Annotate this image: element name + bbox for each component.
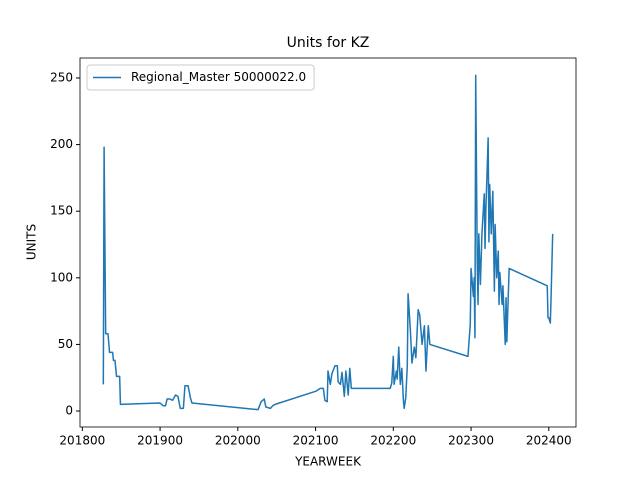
legend-label: Regional_Master 50000022.0 bbox=[131, 70, 306, 84]
y-axis-label: UNITS bbox=[25, 224, 39, 260]
x-tick-label: 201900 bbox=[137, 434, 183, 448]
axes-frame bbox=[79, 57, 577, 428]
y-tick-label: 250 bbox=[50, 70, 73, 84]
series-line bbox=[102, 74, 554, 411]
x-tick-label: 202100 bbox=[293, 434, 339, 448]
x-tick-label: 201800 bbox=[59, 434, 105, 448]
y-tick-label: 150 bbox=[50, 204, 73, 218]
legend bbox=[86, 64, 315, 91]
y-tick-label: 50 bbox=[58, 337, 73, 351]
x-tick-label: 202400 bbox=[526, 434, 572, 448]
chart-title: Units for KZ bbox=[287, 35, 370, 51]
x-tick-label: 202200 bbox=[370, 434, 416, 448]
x-axis-label: YEARWEEK bbox=[294, 455, 362, 469]
y-tick-label: 0 bbox=[65, 404, 73, 418]
y-tick-label: 200 bbox=[50, 137, 73, 151]
x-tick-label: 202000 bbox=[215, 434, 261, 448]
x-tick-label: 202300 bbox=[448, 434, 494, 448]
y-tick-label: 100 bbox=[50, 270, 73, 284]
